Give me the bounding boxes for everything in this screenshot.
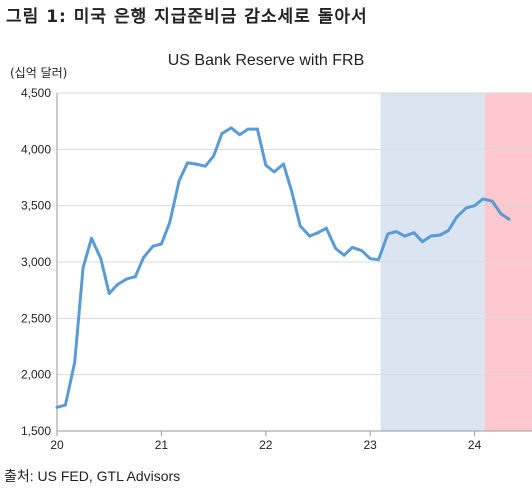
y-tick-labels: 1,500 2,000 2,500 3,000 3,500 4,000 4,500 — [21, 86, 51, 438]
data-point — [142, 256, 146, 259]
data-point — [73, 360, 77, 364]
data-point — [377, 258, 380, 262]
data-point — [116, 283, 119, 286]
data-point — [133, 275, 137, 279]
y-tick-label: 2,500 — [21, 311, 51, 325]
x-tick-label: 21 — [155, 438, 169, 452]
data-point — [107, 292, 111, 295]
data-point — [507, 217, 511, 221]
data-point — [220, 132, 224, 135]
data-point — [481, 197, 485, 201]
x-tick-label: 24 — [468, 438, 482, 452]
data-point — [99, 257, 103, 261]
data-point — [186, 161, 189, 165]
data-point — [429, 234, 433, 238]
series-group — [55, 126, 511, 409]
axes — [56, 93, 532, 432]
data-point — [272, 170, 276, 174]
y-tick-label: 2,000 — [21, 368, 51, 382]
data-point — [308, 234, 312, 238]
data-point — [394, 230, 398, 233]
y-unit-label: (십억 달러) — [10, 66, 68, 80]
data-point — [81, 266, 85, 270]
y-tick-label: 4,000 — [21, 142, 51, 156]
data-point — [334, 247, 338, 250]
data-point — [238, 133, 242, 137]
data-point — [499, 212, 503, 215]
data-point — [464, 206, 468, 210]
data-point — [412, 231, 416, 235]
data-point — [351, 245, 354, 249]
data-point — [90, 236, 93, 240]
data-point — [490, 199, 494, 203]
data-point — [177, 179, 181, 183]
data-point — [203, 164, 207, 168]
y-tick-label: 1,500 — [21, 424, 51, 438]
data-point — [360, 249, 364, 253]
x-tick-label: 20 — [50, 438, 64, 452]
source-note: 출처: US FED, GTL Advisors — [4, 468, 181, 484]
y-tick-label: 4,500 — [21, 86, 51, 100]
data-point — [63, 403, 67, 407]
data-point — [194, 162, 198, 166]
data-point — [420, 240, 424, 244]
data-point — [229, 126, 233, 130]
data-point — [386, 232, 390, 236]
y-tick-label: 3,000 — [21, 255, 51, 269]
data-point — [316, 231, 320, 235]
data-point — [368, 257, 372, 261]
x-tick-label: 23 — [364, 438, 378, 452]
x-tick-labels: 20 21 22 23 24 — [50, 431, 482, 452]
data-point — [256, 127, 259, 131]
data-point — [298, 224, 302, 228]
data-point — [55, 405, 59, 409]
y-tick-label: 3,500 — [21, 199, 51, 213]
data-point — [290, 190, 294, 194]
data-point — [342, 253, 346, 257]
x-tick-label: 22 — [259, 438, 273, 452]
data-point — [324, 226, 328, 230]
data-point — [403, 234, 407, 238]
figure-title: 그림 1: 미국 은행 지급준비금 감소세로 돌아서 — [6, 7, 368, 27]
data-point — [282, 162, 285, 166]
data-point — [473, 204, 476, 208]
data-point — [212, 154, 215, 158]
data-point — [264, 163, 268, 167]
data-point — [447, 229, 450, 232]
data-point — [151, 244, 155, 248]
data-point — [168, 221, 172, 224]
data-point — [125, 277, 129, 281]
data-point — [438, 233, 442, 237]
data-point — [246, 127, 250, 131]
data-point — [159, 242, 163, 246]
data-point — [455, 215, 459, 219]
chart-title: US Bank Reserve with FRB — [167, 52, 365, 69]
